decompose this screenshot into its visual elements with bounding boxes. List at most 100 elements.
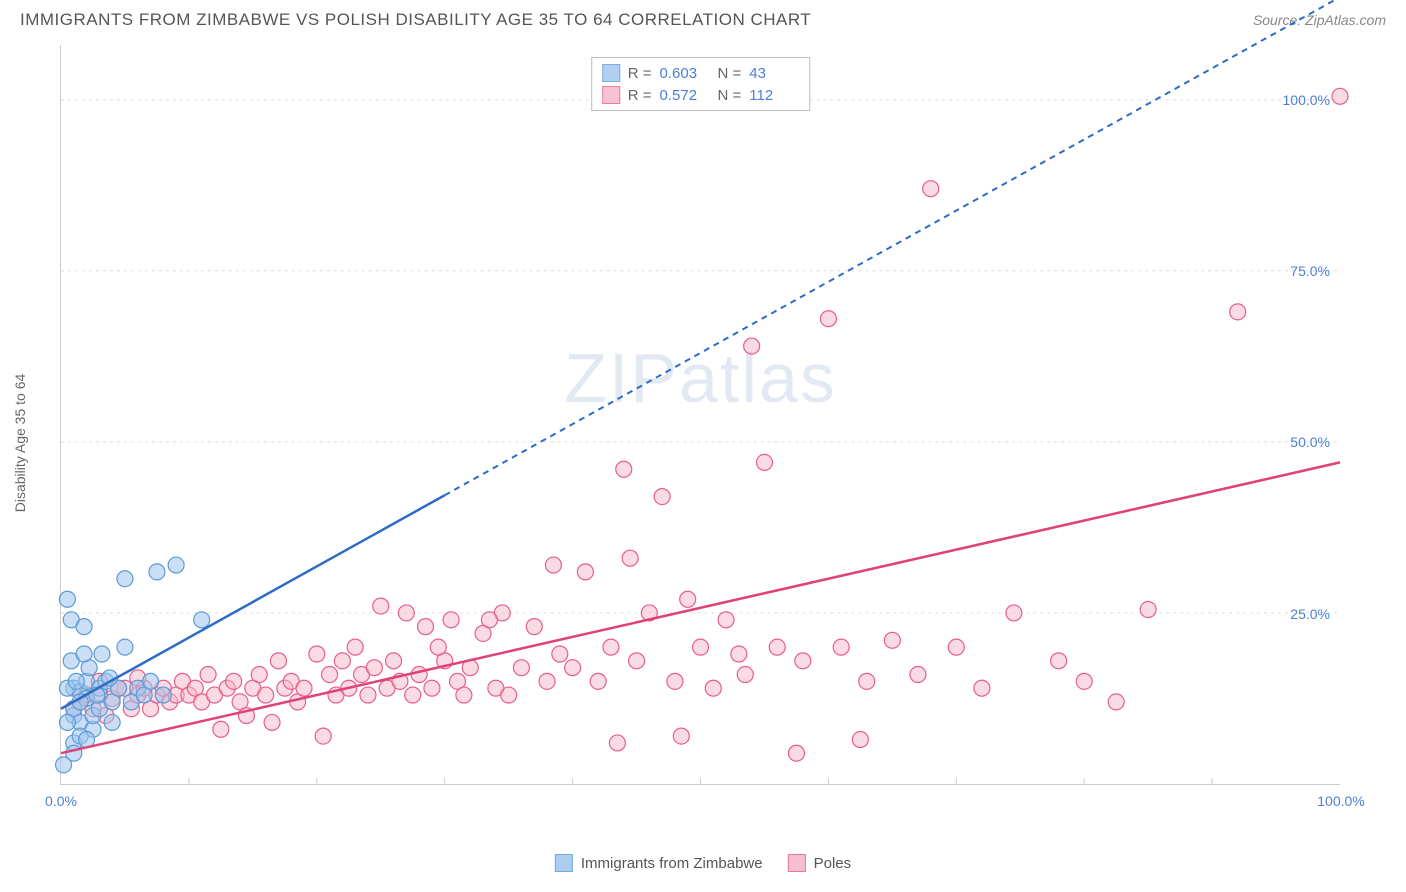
data-point xyxy=(501,687,517,703)
data-point xyxy=(565,660,581,676)
data-point xyxy=(629,653,645,669)
data-point xyxy=(705,680,721,696)
data-point xyxy=(322,667,338,683)
x-tick-label: 100.0% xyxy=(1317,793,1364,809)
data-point xyxy=(852,732,868,748)
data-point xyxy=(680,591,696,607)
data-point xyxy=(155,687,171,703)
stats-box: R = 0.603 N = 43 R = 0.572 N = 112 xyxy=(591,57,811,111)
data-point xyxy=(66,745,82,761)
data-point xyxy=(1230,304,1246,320)
data-point xyxy=(117,571,133,587)
data-point xyxy=(68,673,84,689)
data-point xyxy=(373,598,389,614)
data-point xyxy=(117,639,133,655)
data-point xyxy=(859,673,875,689)
data-point xyxy=(948,639,964,655)
y-tick-label: 75.0% xyxy=(1290,263,1330,279)
y-tick-label: 25.0% xyxy=(1290,606,1330,622)
data-point xyxy=(418,619,434,635)
data-point xyxy=(270,653,286,669)
data-point xyxy=(923,181,939,197)
data-point xyxy=(360,687,376,703)
data-point xyxy=(456,687,472,703)
data-point xyxy=(833,639,849,655)
data-point xyxy=(667,673,683,689)
data-point xyxy=(168,557,184,573)
data-point xyxy=(94,646,110,662)
data-point xyxy=(104,714,120,730)
data-point xyxy=(1108,694,1124,710)
legend-item-zimbabwe: Immigrants from Zimbabwe xyxy=(555,854,763,872)
header: IMMIGRANTS FROM ZIMBABWE VS POLISH DISAB… xyxy=(0,0,1406,35)
legend-label-zimbabwe: Immigrants from Zimbabwe xyxy=(581,855,763,872)
data-point xyxy=(194,612,210,628)
legend-item-poles: Poles xyxy=(788,854,852,872)
data-point xyxy=(756,454,772,470)
y-tick-label: 100.0% xyxy=(1283,92,1330,108)
data-point xyxy=(430,639,446,655)
data-point xyxy=(744,338,760,354)
data-point xyxy=(737,667,753,683)
data-point xyxy=(59,714,75,730)
legend-swatch-zimbabwe xyxy=(555,854,573,872)
data-point xyxy=(552,646,568,662)
source-label: Source: ZipAtlas.com xyxy=(1253,12,1386,28)
data-point xyxy=(884,632,900,648)
plot-svg xyxy=(61,45,1340,784)
r-label-2: R = xyxy=(628,87,652,104)
data-point xyxy=(539,673,555,689)
data-point xyxy=(622,550,638,566)
swatch-poles xyxy=(602,86,620,104)
data-point xyxy=(693,639,709,655)
data-point xyxy=(258,687,274,703)
data-point xyxy=(1006,605,1022,621)
data-point xyxy=(1051,653,1067,669)
data-point xyxy=(603,639,619,655)
data-point xyxy=(59,591,75,607)
legend-swatch-poles xyxy=(788,854,806,872)
data-point xyxy=(366,660,382,676)
n-val-2: 112 xyxy=(749,87,799,104)
data-point xyxy=(769,639,785,655)
y-axis-title: Disability Age 35 to 64 xyxy=(12,374,28,513)
n-label-1: N = xyxy=(718,65,742,82)
data-point xyxy=(513,660,529,676)
data-point xyxy=(1332,88,1348,104)
stats-row-poles: R = 0.572 N = 112 xyxy=(602,84,800,106)
data-point xyxy=(213,721,229,737)
r-label-1: R = xyxy=(628,65,652,82)
plot-area: ZIPatlas R = 0.603 N = 43 R = 0.572 N = … xyxy=(60,45,1340,785)
data-point xyxy=(334,653,350,669)
data-point xyxy=(264,714,280,730)
data-point xyxy=(731,646,747,662)
data-point xyxy=(296,680,312,696)
data-point xyxy=(143,673,159,689)
n-val-1: 43 xyxy=(749,65,799,82)
data-point xyxy=(226,673,242,689)
data-point xyxy=(590,673,606,689)
data-point xyxy=(309,646,325,662)
r-val-1: 0.603 xyxy=(660,65,710,82)
y-tick-label: 50.0% xyxy=(1290,434,1330,450)
data-point xyxy=(673,728,689,744)
data-point xyxy=(200,667,216,683)
data-point xyxy=(76,646,92,662)
data-point xyxy=(411,667,427,683)
data-point xyxy=(1076,673,1092,689)
stats-row-zimbabwe: R = 0.603 N = 43 xyxy=(602,62,800,84)
chart-title: IMMIGRANTS FROM ZIMBABWE VS POLISH DISAB… xyxy=(20,10,811,30)
data-point xyxy=(1140,602,1156,618)
swatch-zimbabwe xyxy=(602,64,620,82)
data-point xyxy=(347,639,363,655)
data-point xyxy=(788,745,804,761)
x-tick-label: 0.0% xyxy=(45,793,77,809)
data-point xyxy=(526,619,542,635)
data-point xyxy=(910,667,926,683)
r-val-2: 0.572 xyxy=(660,87,710,104)
data-point xyxy=(443,612,459,628)
data-point xyxy=(654,489,670,505)
data-point xyxy=(481,612,497,628)
data-point xyxy=(315,728,331,744)
data-point xyxy=(577,564,593,580)
